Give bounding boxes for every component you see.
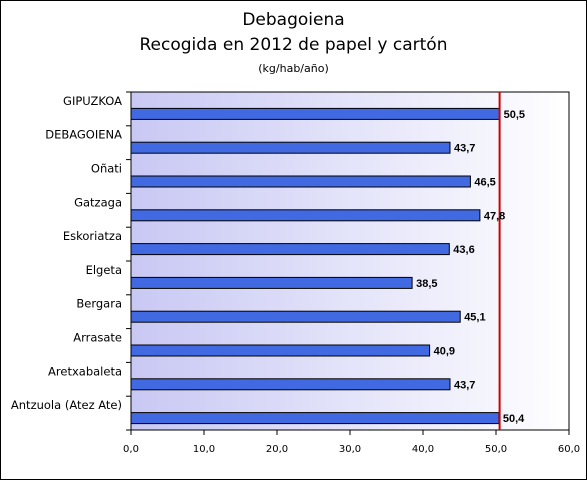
x-tick-label-5: 50,0 bbox=[485, 444, 507, 455]
x-tick-label-2: 20,0 bbox=[266, 444, 288, 455]
chart-subtitle: Recogida en 2012 de papel y cartón bbox=[139, 35, 448, 55]
bar-3 bbox=[130, 209, 481, 222]
category-label-7: Arrasate bbox=[73, 331, 122, 345]
value-label-9: 50,4 bbox=[503, 413, 525, 425]
value-label-2: 46,5 bbox=[474, 177, 495, 189]
bar-2 bbox=[130, 175, 471, 188]
x-tick-label-0: 0,0 bbox=[123, 444, 139, 455]
bar-6 bbox=[130, 310, 461, 323]
x-tick-label-1: 10,0 bbox=[193, 444, 215, 455]
value-label-5: 38,5 bbox=[416, 278, 437, 290]
chart-unit: (kg/hab/año) bbox=[258, 62, 329, 75]
category-label-6: Bergara bbox=[76, 297, 122, 311]
category-label-3: Gatzaga bbox=[74, 195, 122, 209]
category-label-9: Antzuola (Atez Ate) bbox=[11, 398, 122, 412]
category-label-5: Elgeta bbox=[86, 263, 122, 277]
value-label-8: 43,7 bbox=[454, 379, 475, 391]
bar-7 bbox=[130, 344, 431, 357]
bar-8 bbox=[130, 378, 451, 391]
value-label-1: 43,7 bbox=[454, 143, 475, 155]
value-label-7: 40,9 bbox=[434, 346, 455, 358]
value-label-6: 45,1 bbox=[464, 312, 485, 324]
bar-4 bbox=[130, 243, 450, 256]
value-label-0: 50,5 bbox=[504, 109, 525, 121]
x-tick-label-3: 30,0 bbox=[339, 444, 361, 455]
x-tick-label-4: 40,0 bbox=[412, 444, 434, 455]
category-label-2: Oñati bbox=[91, 162, 122, 176]
bar-0 bbox=[130, 107, 501, 120]
value-label-3: 47,8 bbox=[484, 210, 505, 222]
bar-5 bbox=[130, 276, 413, 289]
category-label-0: GIPUZKOA bbox=[63, 94, 122, 108]
x-tick-label-6: 60,0 bbox=[558, 444, 580, 455]
bar-1 bbox=[130, 141, 451, 154]
value-label-4: 43,6 bbox=[453, 244, 474, 256]
category-label-8: Aretxabaleta bbox=[48, 364, 122, 378]
bar-9 bbox=[130, 412, 500, 425]
category-label-1: DEBAGOIENA bbox=[45, 128, 122, 142]
category-label-4: Eskoriatza bbox=[63, 229, 122, 243]
chart-title: Debagoiena bbox=[242, 10, 345, 30]
